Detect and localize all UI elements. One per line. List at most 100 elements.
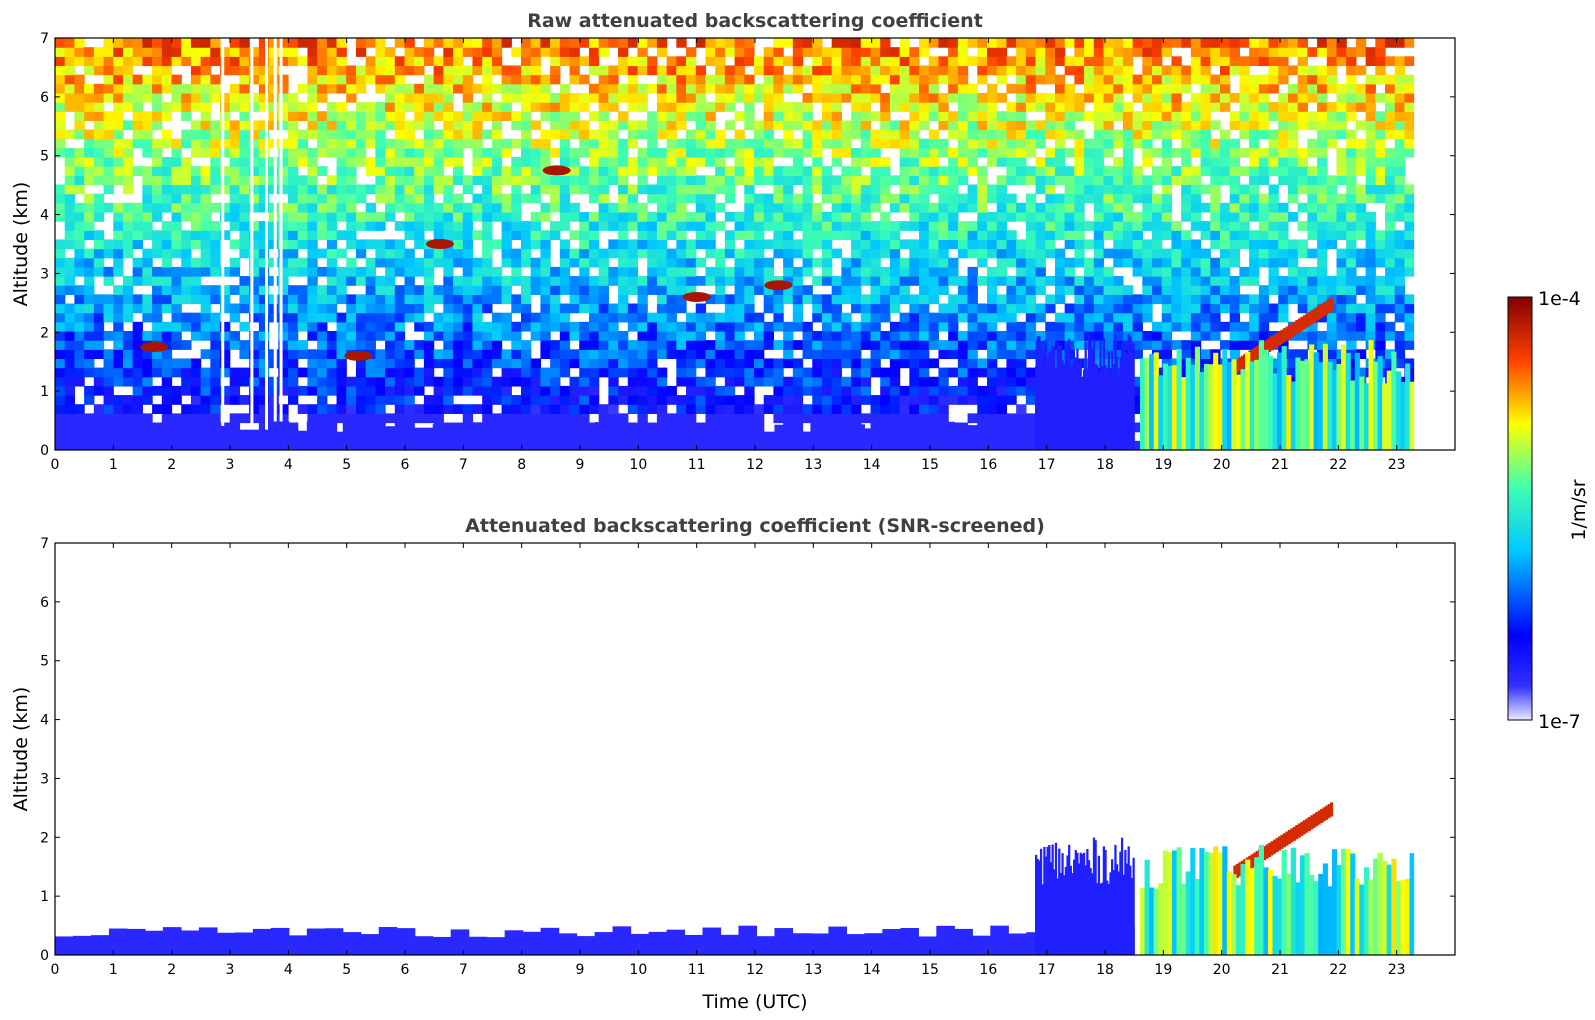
heatmap-cell [1025, 276, 1037, 286]
heatmap-cell [152, 404, 163, 414]
heatmap-cell [1025, 395, 1037, 405]
heatmap-cell [967, 102, 978, 112]
heatmap-cell [152, 358, 163, 369]
heatmap-cell [957, 193, 969, 204]
heatmap-cell [1278, 47, 1289, 57]
heatmap-cell [239, 230, 250, 241]
heatmap-cell [1268, 276, 1279, 286]
heatmap-cell [1210, 239, 1221, 250]
heatmap-cell [754, 147, 765, 158]
heatmap-cell [744, 102, 755, 112]
heatmap-cell [1239, 65, 1250, 76]
heatmap-cell [909, 312, 920, 323]
heatmap-cell [521, 239, 532, 250]
heatmap-cell [346, 120, 357, 131]
heatmap-cell [695, 38, 707, 48]
heatmap-cell [1006, 102, 1017, 112]
heatmap-cell [1025, 266, 1037, 277]
heatmap-cell [132, 83, 143, 94]
heatmap-cell [763, 340, 775, 350]
heatmap-cell [666, 285, 677, 295]
heatmap-cell [841, 395, 852, 405]
heatmap-cell [783, 211, 794, 222]
heatmap-cell [540, 312, 551, 323]
heatmap-cell [656, 303, 668, 314]
heatmap-cell [1258, 166, 1270, 176]
heatmap-cell [598, 294, 609, 305]
heatmap-cell [1064, 83, 1075, 94]
heatmap-cell [278, 404, 289, 414]
heatmap-cell [1220, 266, 1231, 277]
heatmap-cell [686, 111, 697, 121]
heatmap-cell [482, 193, 493, 204]
heatmap-cell [1103, 211, 1114, 222]
heatmap-cell [1181, 120, 1192, 131]
heatmap-cell [773, 120, 784, 131]
heatmap-cell [1171, 56, 1182, 67]
heatmap-cell [559, 257, 571, 268]
heatmap-cell [317, 138, 328, 149]
heatmap-cell [93, 47, 105, 57]
heatmap-cell [268, 312, 279, 323]
heatmap-cell [996, 202, 1008, 213]
heatmap-cell [705, 111, 716, 121]
heatmap-cell [1035, 157, 1046, 167]
heatmap-cell [821, 312, 833, 323]
heatmap-cell [55, 102, 66, 112]
heatmap-cell [1161, 285, 1173, 295]
heatmap-cell [618, 138, 629, 149]
heatmap-cell [919, 102, 930, 112]
heatmap-cell [1317, 102, 1328, 112]
heatmap-cell [802, 92, 813, 103]
heatmap-cell [122, 312, 134, 323]
heatmap-cell [1084, 184, 1095, 195]
heatmap-cell [375, 358, 386, 369]
heatmap-cell [1093, 166, 1105, 176]
heatmap-cell [268, 47, 279, 57]
heatmap-cell [754, 175, 765, 186]
heatmap-cell [676, 257, 687, 268]
heatmap-cell [909, 266, 920, 277]
heatmap-cell [1181, 340, 1192, 350]
heatmap-cell [288, 120, 299, 131]
heatmap-cell [821, 303, 833, 314]
heatmap-cell [229, 395, 241, 405]
heatmap-cell [55, 193, 66, 204]
heatmap-cell [831, 230, 842, 241]
heatmap-cell [598, 248, 609, 259]
heatmap-cell [656, 349, 668, 360]
heatmap-cell [715, 358, 726, 369]
heatmap-cell [724, 358, 736, 369]
heatmap-cell [288, 330, 299, 341]
heatmap-cell [938, 285, 949, 295]
heatmap-cell [365, 202, 376, 213]
heatmap-cell [307, 221, 318, 231]
heatmap-cell [64, 230, 76, 241]
heatmap-cell [851, 376, 862, 387]
heatmap-cell [1297, 330, 1308, 341]
heatmap-cell [161, 129, 173, 140]
heatmap-cell [210, 157, 221, 167]
heatmap-cell [1317, 239, 1328, 250]
heatmap-cell [103, 175, 114, 186]
heatmap-cell [579, 138, 590, 149]
heatmap-cell [491, 340, 503, 350]
heatmap-cell [482, 65, 493, 76]
heatmap-cell [404, 92, 415, 103]
heatmap-cell [1220, 147, 1231, 158]
heatmap-cell [1229, 248, 1241, 259]
heatmap-cell [462, 129, 474, 140]
heatmap-cell [64, 184, 76, 195]
heatmap-cell [1054, 266, 1066, 277]
heatmap-cell [686, 166, 697, 176]
heatmap-cell [355, 193, 367, 204]
heatmap-cell [909, 376, 920, 387]
heatmap-cell [773, 404, 784, 414]
heatmap-cell [181, 285, 192, 295]
heatmap-cell [268, 294, 279, 305]
heatmap-cell [919, 175, 930, 186]
heatmap-cell [210, 38, 221, 48]
heatmap-cell [443, 395, 454, 405]
heatmap-cell [977, 257, 988, 268]
heatmap-cell [1200, 349, 1211, 360]
